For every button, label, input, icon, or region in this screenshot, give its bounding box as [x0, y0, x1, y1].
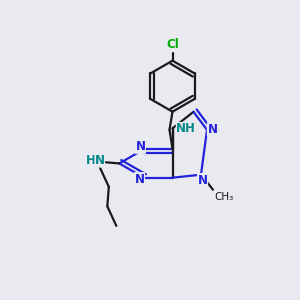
Text: H: H: [86, 154, 96, 167]
Text: NH: NH: [176, 122, 196, 135]
Text: N: N: [135, 140, 146, 153]
Text: N: N: [197, 174, 208, 187]
Text: CH₃: CH₃: [214, 192, 234, 202]
Text: N: N: [207, 123, 218, 136]
Text: N: N: [95, 154, 105, 167]
Text: N: N: [134, 173, 145, 186]
Text: Cl: Cl: [166, 38, 179, 51]
